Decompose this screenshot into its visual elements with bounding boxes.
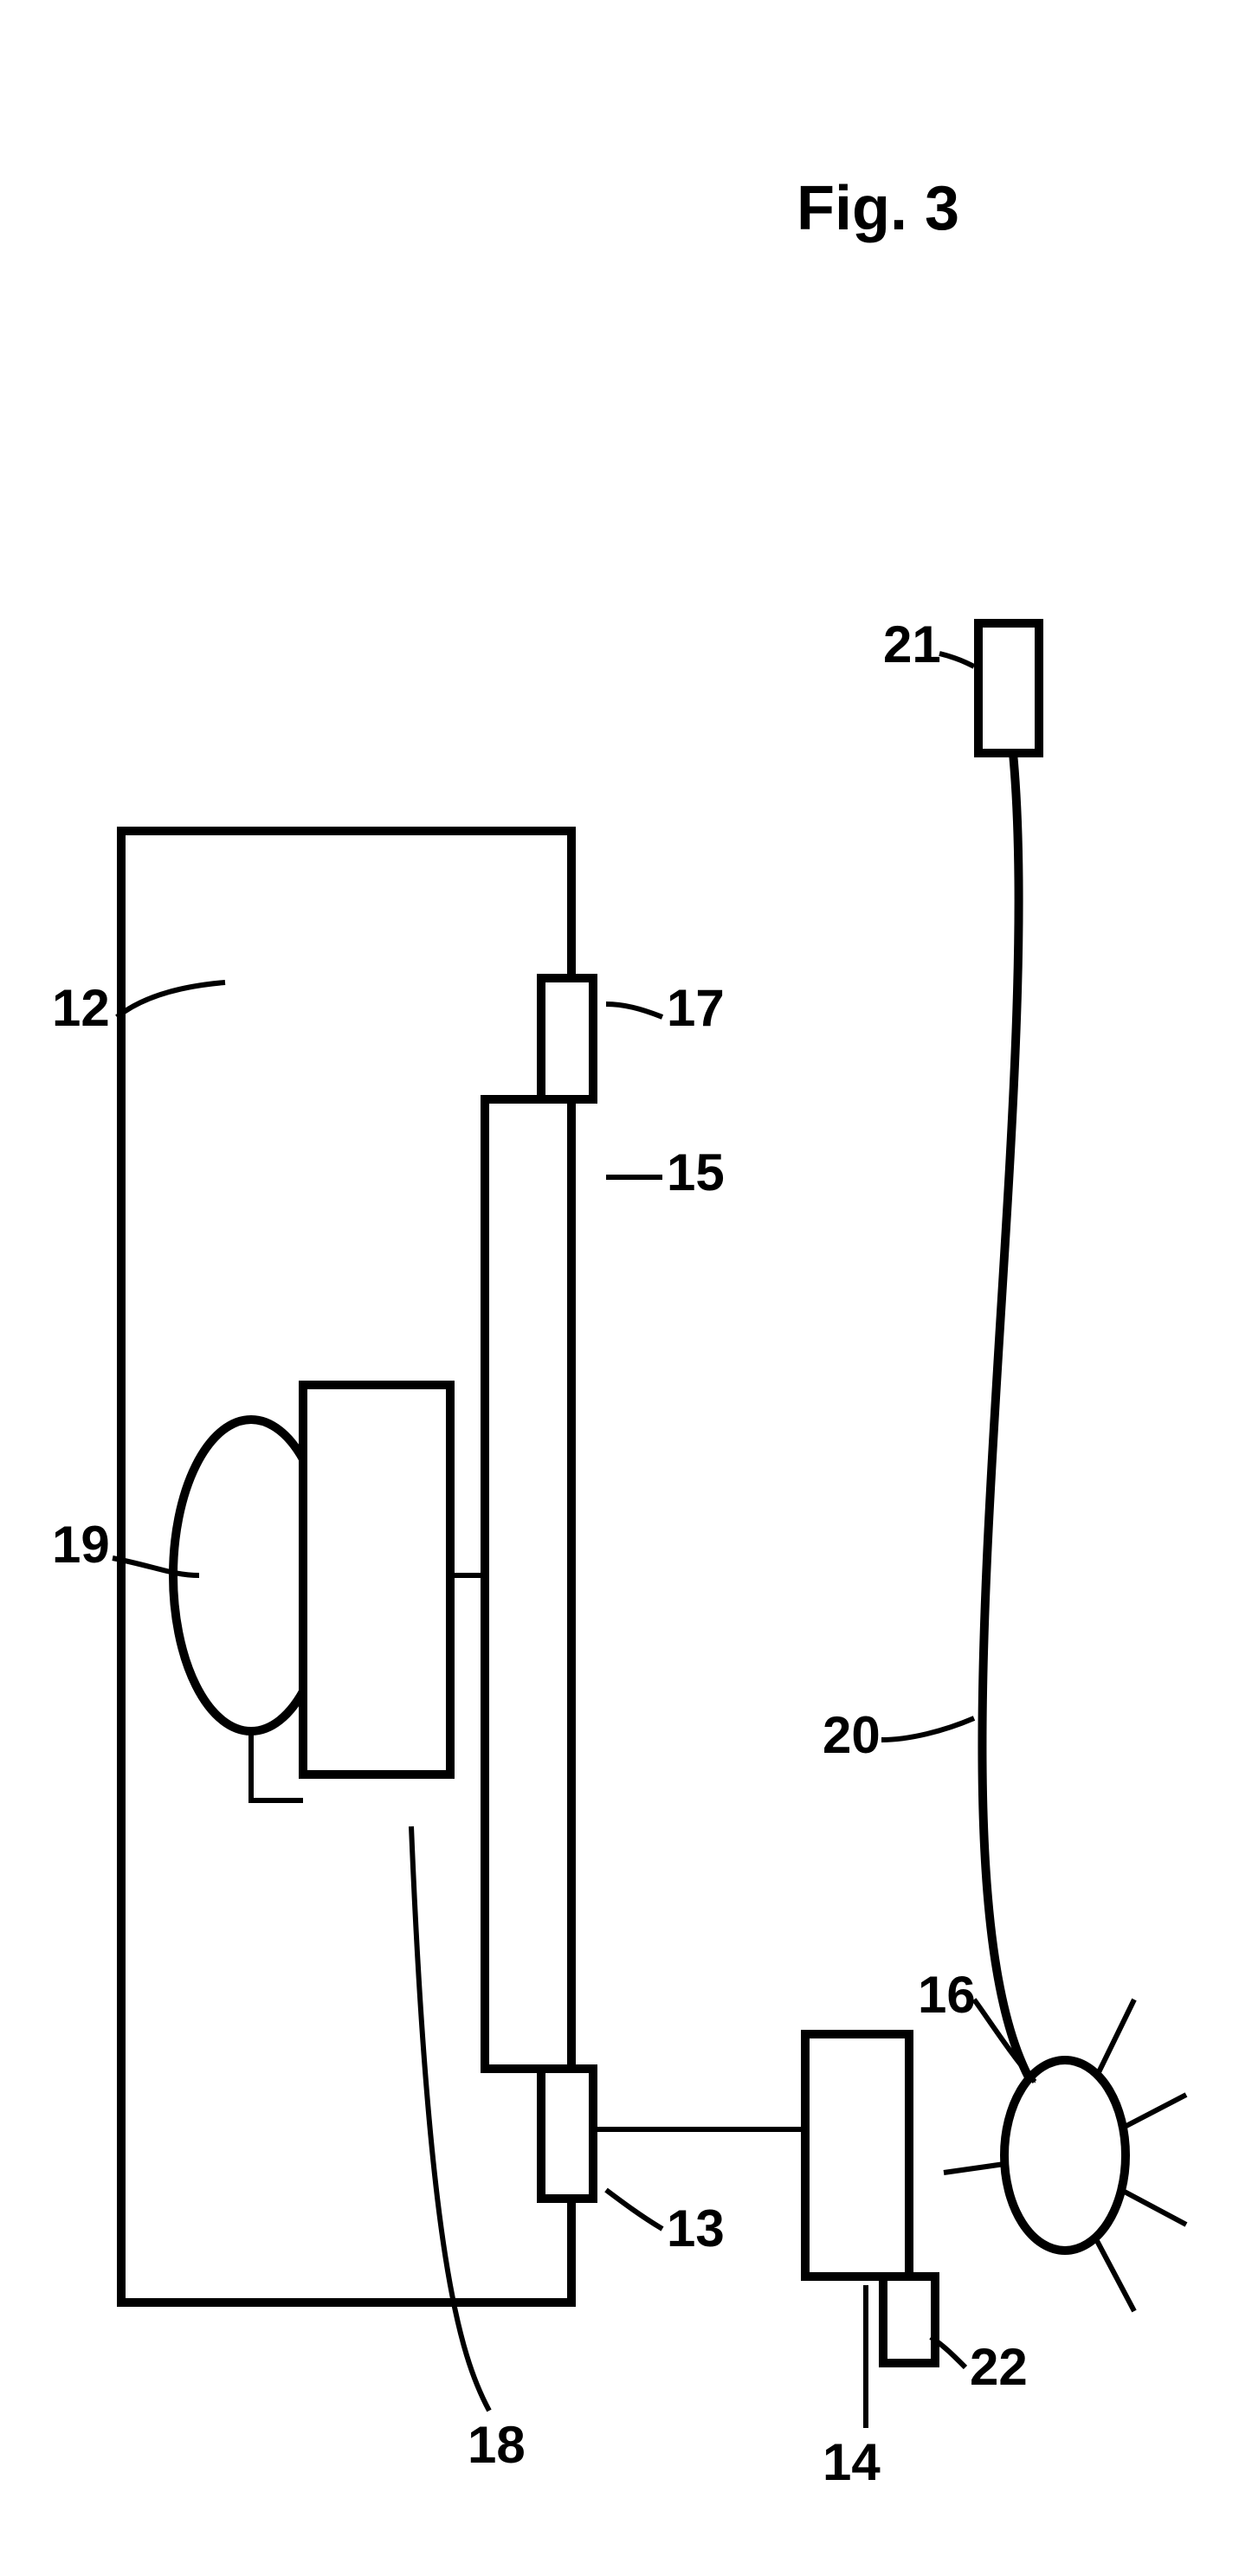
ref-label-12: 12: [52, 978, 110, 1038]
ref-label-17: 17: [667, 978, 725, 1038]
component-17: [541, 978, 593, 1099]
ref-label-15: 15: [667, 1143, 725, 1202]
ray-4: [944, 2164, 1004, 2173]
component-22: [883, 2277, 935, 2363]
ref-label-13: 13: [667, 2199, 725, 2258]
component-13: [541, 2069, 593, 2199]
component-14: [805, 2034, 909, 2277]
ray-1: [1123, 2095, 1186, 2128]
ref-label-14: 14: [823, 2432, 881, 2492]
ref-label-18: 18: [468, 2415, 526, 2475]
ref-label-22: 22: [970, 2337, 1028, 2397]
component-18: [303, 1385, 450, 1774]
figure-diagram: [0, 0, 1239, 2576]
leader-20: [881, 1718, 974, 1740]
ref-label-21: 21: [883, 615, 941, 674]
cable-20: [982, 753, 1039, 2095]
component-21: [978, 623, 1039, 753]
leader-17: [606, 1004, 662, 1017]
ref-label-16: 16: [918, 1965, 976, 2025]
ref-label-19: 19: [52, 1515, 110, 1575]
ray-0: [1098, 2000, 1134, 2074]
leader-13: [606, 2190, 662, 2229]
figure-title: Fig. 3: [797, 173, 959, 244]
component-15: [485, 1099, 571, 2069]
ray-2: [1121, 2190, 1186, 2225]
leader-21: [939, 654, 974, 667]
component-16: [1004, 2060, 1126, 2251]
ref-label-20: 20: [823, 1705, 881, 1765]
ray-3: [1095, 2238, 1134, 2311]
